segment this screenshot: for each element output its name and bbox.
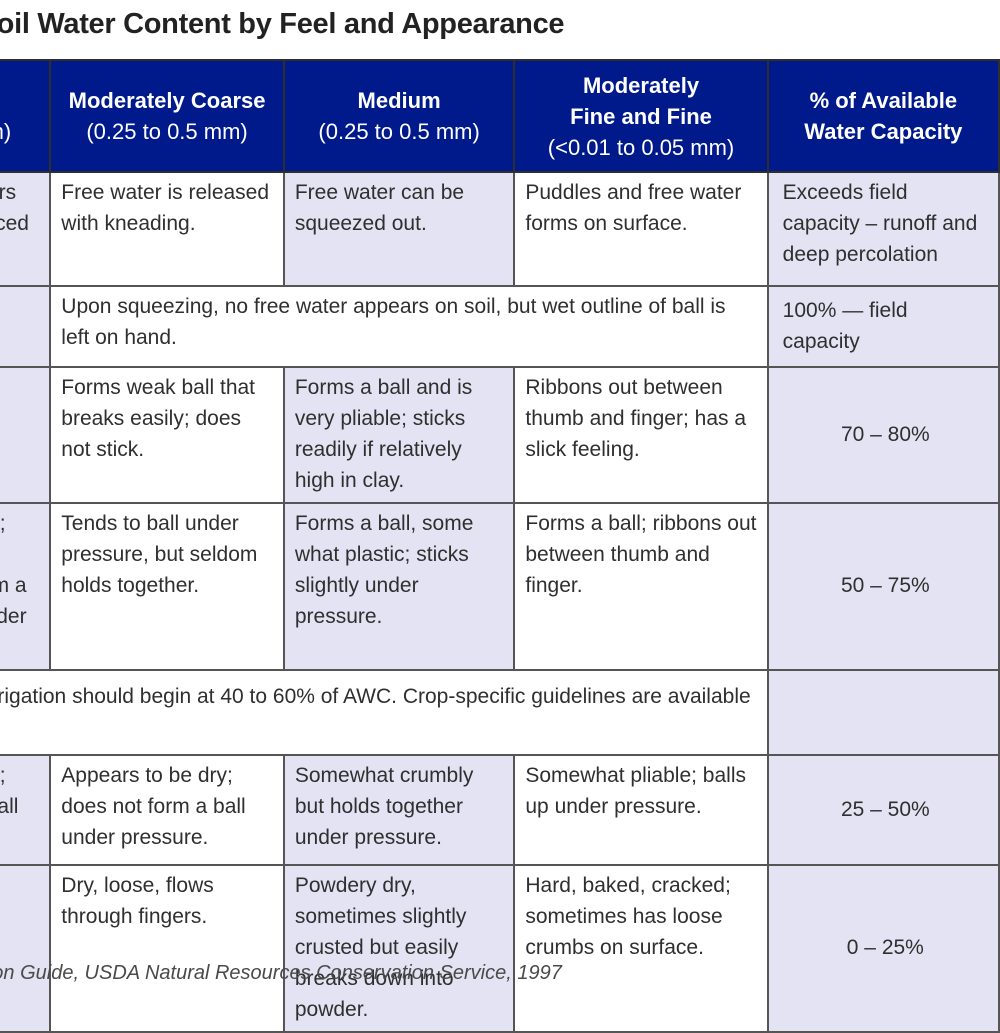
cell-medium: Somewhat crumbly but holds together unde… [282, 754, 516, 866]
table-row: Free water appears when soil is bounced … [0, 171, 1000, 287]
cell-fine: Ribbons out between thumb and finger; ha… [513, 366, 769, 504]
cell-fine: Hard, baked, cracked; sometimes has loos… [513, 864, 769, 1033]
soil-water-table-wrapper: Coarse (0.5 to 2.0 mm) Moderately Coarse (… [0, 59, 1000, 1033]
header-label: % of Available Water Capacity [804, 88, 963, 144]
cell-moderately-coarse: Appears to be dry; does not form a ball … [49, 754, 285, 866]
table-row: Appears to be dry; does not hold togethe… [0, 502, 1000, 671]
cell-moderately-coarse: Tends to ball under pressure, but seldom… [49, 502, 285, 671]
cell-fine: Puddles and free water forms on surface. [513, 171, 769, 287]
cell-awc: 25 – 50% [766, 754, 1000, 866]
cell-coarse: Dry, loose, single-grained, flows throug… [0, 864, 52, 1033]
cell-coarse: Appears to be dry; does not hold togethe… [0, 502, 52, 671]
header-sublabel: (0.5 to 2.0 mm) [0, 119, 12, 144]
cell-moderately-coarse: Forms weak ball that breaks easily; does… [49, 366, 285, 504]
cell-moderately-coarse: Free water is released with kneading. [49, 171, 285, 287]
header-label: Moderately Coarse [68, 88, 266, 113]
table-row: Tends to stick together, forms a weak cr… [0, 366, 1000, 504]
soil-water-table: Coarse (0.5 to 2.0 mm) Moderately Coarse (… [0, 59, 1000, 1033]
cell-fine: Forms a ball; ribbons out between thumb … [513, 502, 769, 671]
cell-merged: Upon squeezing, no free water appears on… [49, 285, 769, 368]
page-title: Determining Soil Water Content by Feel a… [0, 8, 565, 40]
header-label: Medium [357, 88, 441, 113]
cell-moderately-coarse: Dry, loose, flows through fingers. [49, 864, 285, 1033]
header-awc: % of Available Water Capacity [766, 59, 1000, 173]
table-row-note: For most crops, irrigation should begin … [0, 669, 1000, 756]
cell-coarse: Appears to be dry; does not form a ball … [0, 754, 52, 866]
cell-medium: Forms a ball, some what plastic; sticks … [282, 502, 516, 671]
header-label: Coarse [0, 85, 41, 116]
cell-coarse: Tends to stick together, forms a weak cr… [0, 366, 52, 504]
cell-awc: 100% — field capacity [766, 285, 1000, 368]
table-row: Dry, loose, single-grained, flows throug… [0, 864, 1000, 1033]
header-moderately-coarse: Moderately Coarse (0.25 to 0.5 mm) [49, 59, 285, 173]
cell-awc: 70 – 80% [766, 366, 1000, 504]
header-fine: Moderately Fine and Fine (<0.01 to 0.05 m… [513, 59, 769, 173]
header-label: Moderately Fine and Fine [570, 72, 712, 129]
cell-note: For most crops, irrigation should begin … [0, 669, 769, 756]
cell-coarse [0, 285, 52, 368]
header-row: Coarse (0.5 to 2.0 mm) Moderately Coarse (… [0, 59, 1000, 173]
cell-awc: Exceeds field capacity – runoff and deep… [766, 171, 1000, 287]
cell-medium: Powdery dry, sometimes slightly crusted … [282, 864, 516, 1033]
table-row: Upon squeezing, no free water appears on… [0, 285, 1000, 368]
cell-medium: Free water can be squeezed out. [282, 171, 516, 287]
cell-awc: 0 – 25% [766, 864, 1000, 1033]
header-sublabel: (0.25 to 0.5 mm) [318, 119, 480, 144]
header-sublabel: (0.25 to 0.5 mm) [86, 119, 248, 144]
header-medium: Medium (0.25 to 0.5 mm) [282, 59, 516, 173]
cell-coarse: Free water appears when soil is bounced … [0, 171, 52, 287]
header-sublabel: (<0.01 to 0.05 mm) [547, 134, 735, 160]
source-caption: Source: NRCS Irrigation Guide, USDA Natu… [0, 962, 562, 984]
cell-awc: 50 – 75% [766, 502, 1000, 671]
table-row: Appears to be dry; does not form a ball … [0, 754, 1000, 866]
header-coarse: Coarse (0.5 to 2.0 mm) [0, 59, 52, 173]
cell-fine: Somewhat pliable; balls up under pressur… [513, 754, 769, 866]
cell-medium: Forms a ball and is very pliable; sticks… [282, 366, 516, 504]
cell-awc [766, 669, 1000, 756]
